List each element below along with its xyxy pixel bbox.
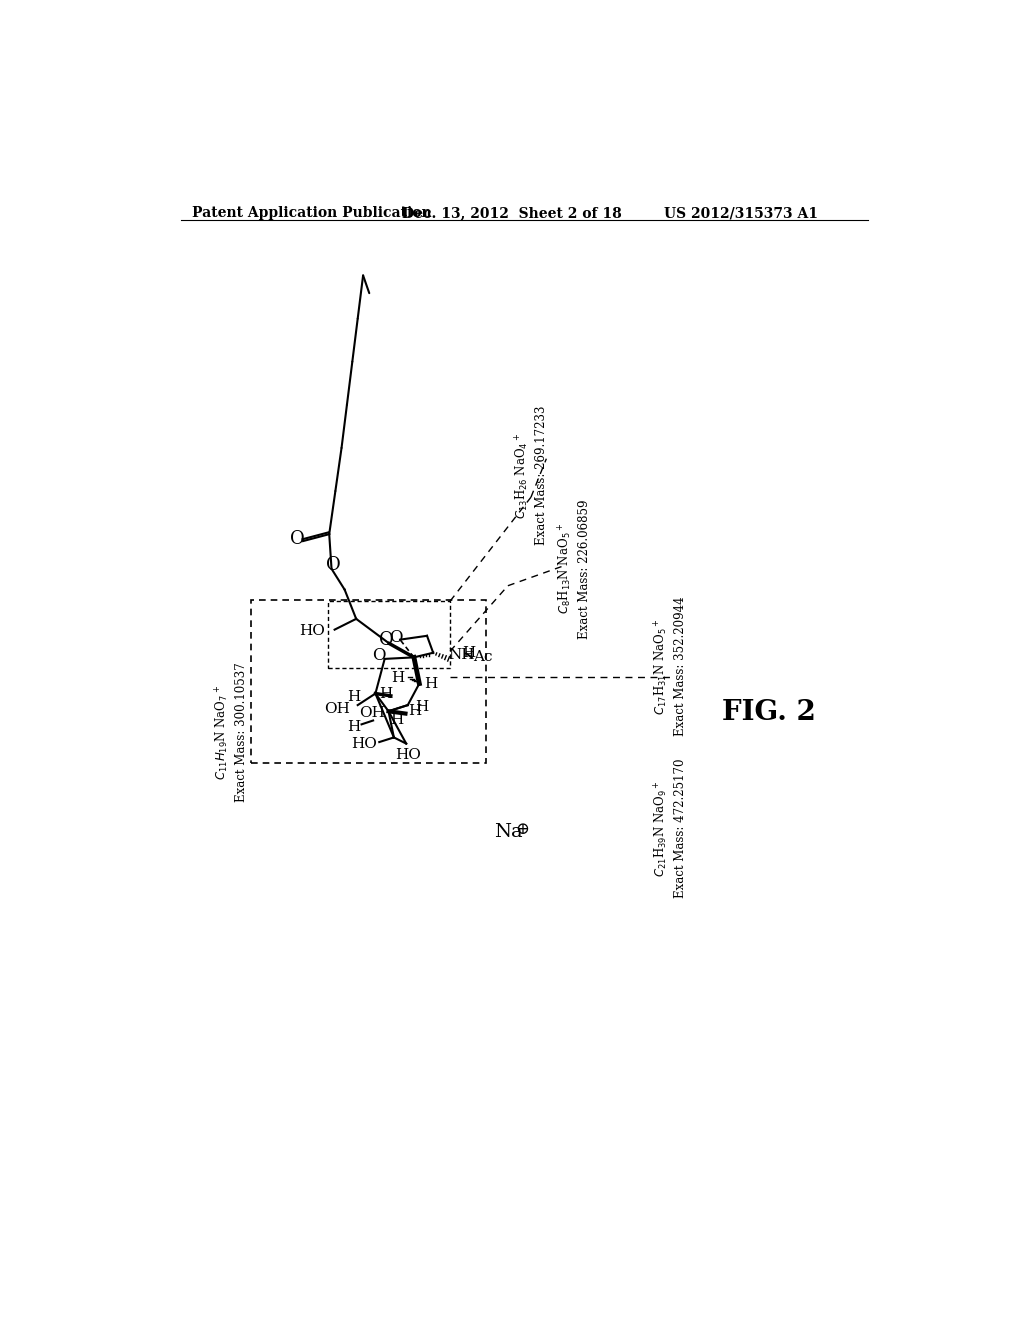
Text: HO: HO <box>299 624 325 638</box>
Text: H: H <box>408 705 421 718</box>
Text: O: O <box>373 647 386 664</box>
Text: H: H <box>347 690 360 705</box>
Text: $C_{13}$H$_{26}$ NaO$_4$$^+$
Exact Mass: 269.17233: $C_{13}$H$_{26}$ NaO$_4$$^+$ Exact Mass:… <box>514 405 548 545</box>
Text: H: H <box>347 719 360 734</box>
Text: O: O <box>327 556 341 574</box>
Text: H: H <box>379 686 392 701</box>
Text: Ac: Ac <box>473 649 493 664</box>
Text: O: O <box>379 631 393 649</box>
Text: $C_{21}$H$_{39}$N NaO$_9$$^+$
Exact Mass: 472.25170: $C_{21}$H$_{39}$N NaO$_9$$^+$ Exact Mass… <box>652 759 687 898</box>
Bar <box>252 599 486 763</box>
Text: H: H <box>391 671 403 685</box>
Text: Patent Application Publication: Patent Application Publication <box>193 206 432 220</box>
Bar <box>329 601 451 668</box>
Text: FIG. 2: FIG. 2 <box>722 700 816 726</box>
Text: HO: HO <box>351 737 377 751</box>
Text: Dec. 13, 2012  Sheet 2 of 18: Dec. 13, 2012 Sheet 2 of 18 <box>402 206 623 220</box>
Text: Na: Na <box>494 824 522 841</box>
Text: $C_{17}$H$_{31}$N NaO$_5$$^+$
Exact Mass: 352.20944: $C_{17}$H$_{31}$N NaO$_5$$^+$ Exact Mass… <box>652 597 687 737</box>
Text: H: H <box>424 677 437 692</box>
Text: H: H <box>416 701 429 714</box>
Text: $C_{11}H_{19}$N NaO$_7$$^+$
Exact Mass: 300.10537: $C_{11}H_{19}$N NaO$_7$$^+$ Exact Mass: … <box>213 663 248 803</box>
Text: H: H <box>390 714 403 727</box>
Text: $C_8$H$_{13}$N NaO$_5$$^+$
Exact Mass: 226.06859: $C_8$H$_{13}$N NaO$_5$$^+$ Exact Mass: 2… <box>556 499 591 639</box>
Text: HO: HO <box>395 748 421 762</box>
Text: OH: OH <box>325 702 350 715</box>
Text: ⊕: ⊕ <box>515 821 528 838</box>
Text: NH: NH <box>449 648 475 663</box>
Text: O: O <box>389 628 403 645</box>
Text: O: O <box>290 529 305 548</box>
Text: H: H <box>462 645 475 660</box>
Text: US 2012/315373 A1: US 2012/315373 A1 <box>665 206 818 220</box>
Text: OH: OH <box>358 706 385 719</box>
